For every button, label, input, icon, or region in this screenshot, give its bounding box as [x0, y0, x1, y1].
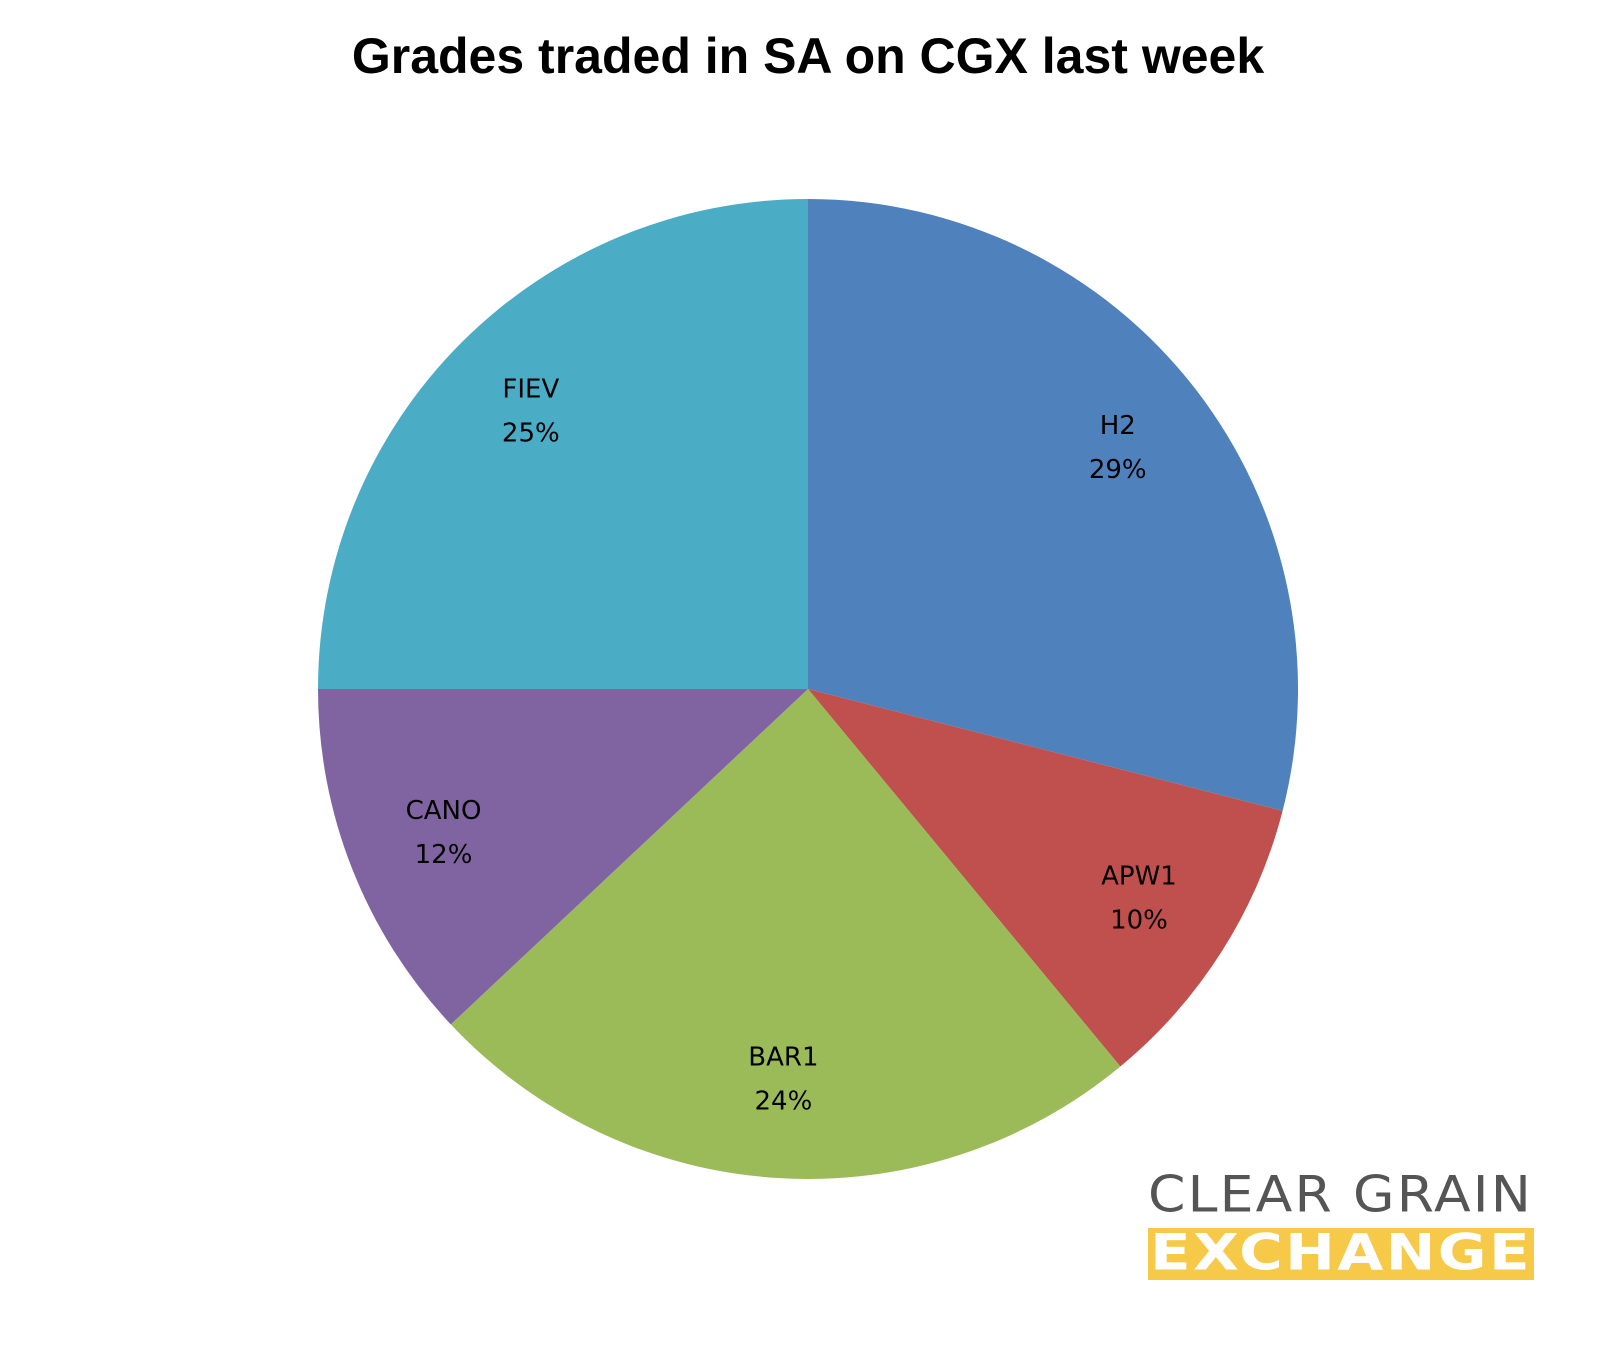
pie-slice — [808, 689, 1283, 1067]
pie-slice — [318, 199, 808, 689]
logo: CLEAR GRAIN EXCHANGE — [1148, 1166, 1534, 1282]
slice-value: 10% — [1110, 906, 1168, 936]
slice-label: APW1 — [1101, 862, 1177, 892]
logo-line-2: EXCHANGE — [1150, 1224, 1532, 1282]
logo-line-1: CLEAR GRAIN — [1148, 1166, 1533, 1224]
slice-value: 12% — [415, 840, 473, 870]
slice-value: 25% — [502, 418, 560, 448]
chart-title: Grades traded in SA on CGX last week — [352, 28, 1264, 84]
slice-value: 29% — [1089, 455, 1147, 485]
slice-label: CANO — [406, 796, 482, 826]
pie: H2 29% APW1 10% BAR1 24% CANO 12% FIEV 25% — [318, 199, 1298, 1179]
slice-label: BAR1 — [748, 1043, 818, 1073]
slice-value: 24% — [754, 1087, 812, 1117]
pie-slice — [808, 199, 1298, 811]
slice-label: H2 — [1100, 411, 1136, 441]
pie-slice — [450, 689, 1121, 1179]
slice-label: FIEV — [502, 374, 559, 404]
logo-band — [1148, 1228, 1534, 1280]
pie-slice — [318, 689, 808, 1025]
